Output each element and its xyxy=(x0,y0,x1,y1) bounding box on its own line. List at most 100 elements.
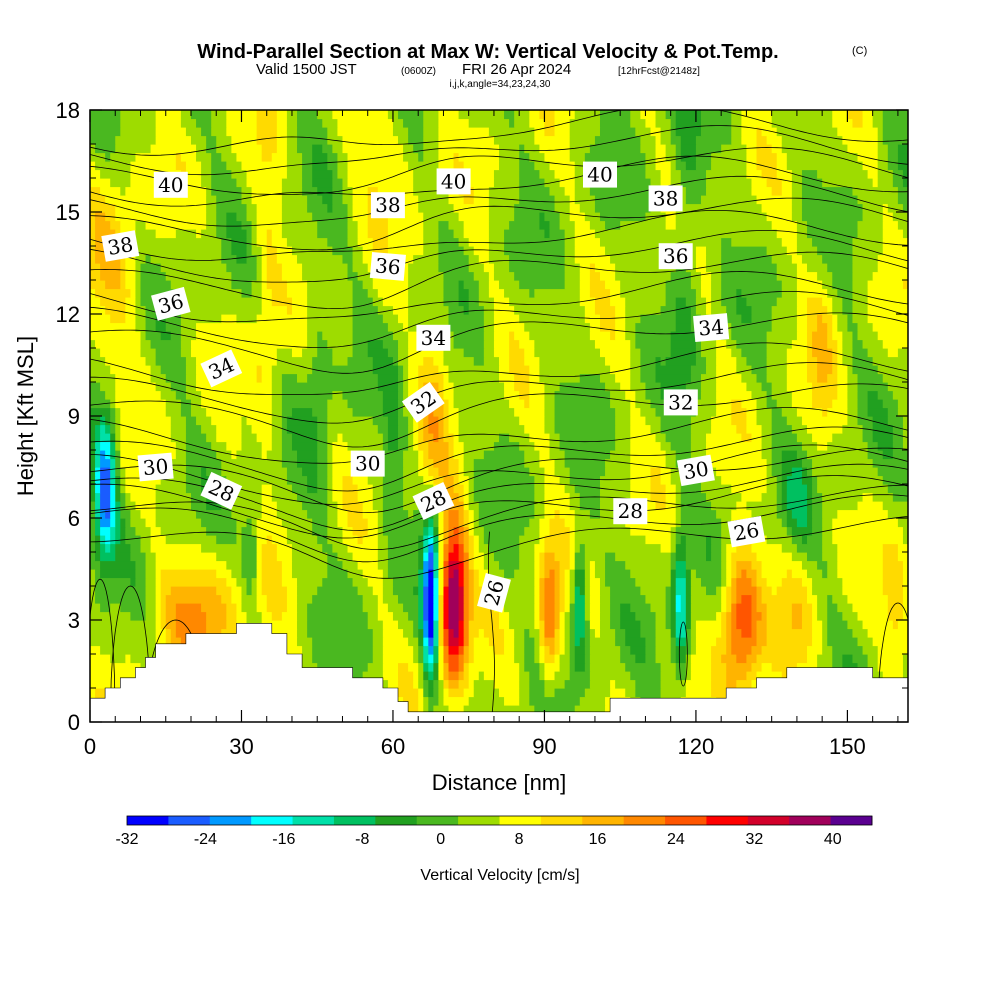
velocity-cell xyxy=(115,450,121,460)
velocity-cell xyxy=(418,467,429,477)
velocity-cell xyxy=(781,577,803,587)
velocity-cell xyxy=(170,280,232,290)
velocity-cell xyxy=(110,458,116,468)
velocity-cell xyxy=(211,152,222,162)
velocity-cell xyxy=(423,594,429,604)
velocity-cell xyxy=(408,305,450,315)
velocity-cell xyxy=(241,594,258,604)
velocity-cell xyxy=(504,288,530,298)
velocity-cell xyxy=(165,322,182,332)
velocity-cell xyxy=(791,203,803,213)
velocity-cell xyxy=(488,229,505,239)
velocity-cell xyxy=(95,586,147,596)
velocity-cell xyxy=(706,305,712,315)
velocity-cell xyxy=(554,509,561,519)
velocity-cell xyxy=(882,552,899,562)
velocity-cell xyxy=(872,424,894,434)
velocity-cell xyxy=(887,509,908,519)
velocity-cell xyxy=(690,373,702,383)
velocity-cell xyxy=(115,552,131,562)
contour-label-text: 40 xyxy=(158,173,183,197)
velocity-cell xyxy=(483,331,495,341)
velocity-cell xyxy=(251,280,263,290)
velocity-cell xyxy=(620,382,631,392)
velocity-cell xyxy=(327,450,333,460)
velocity-cell xyxy=(534,620,540,630)
velocity-cell xyxy=(155,322,167,332)
velocity-cell xyxy=(559,637,566,647)
velocity-cell xyxy=(726,577,732,587)
velocity-cell xyxy=(418,365,440,375)
velocity-cell xyxy=(630,450,667,460)
velocity-cell xyxy=(246,178,283,188)
velocity-cell xyxy=(387,552,419,562)
velocity-cell xyxy=(135,280,142,290)
velocity-cell xyxy=(408,280,445,290)
velocity-cell xyxy=(438,220,450,230)
velocity-cell xyxy=(155,492,192,502)
velocity-cell xyxy=(665,433,692,443)
velocity-cell xyxy=(120,220,137,230)
velocity-cell xyxy=(433,526,440,536)
velocity-cell xyxy=(226,620,238,630)
velocity-cell xyxy=(670,339,697,349)
velocity-cell xyxy=(675,645,687,655)
velocity-cell xyxy=(589,679,611,689)
velocity-cell xyxy=(201,178,212,188)
velocity-cell xyxy=(832,314,838,324)
velocity-cell xyxy=(822,628,828,638)
velocity-cell xyxy=(438,229,455,239)
velocity-cell xyxy=(862,620,894,630)
velocity-cell xyxy=(706,535,712,545)
velocity-cell xyxy=(706,263,722,273)
velocity-cell xyxy=(95,161,131,171)
velocity-cell xyxy=(190,501,207,511)
velocity-cell xyxy=(352,322,389,332)
velocity-cell xyxy=(746,654,758,664)
velocity-cell xyxy=(438,424,445,434)
velocity-cell xyxy=(448,594,460,604)
velocity-cell xyxy=(650,399,667,409)
velocity-cell xyxy=(90,543,96,553)
velocity-cell xyxy=(549,220,561,230)
velocity-cell xyxy=(332,348,354,358)
velocity-cell xyxy=(711,645,727,655)
velocity-cell xyxy=(786,569,793,579)
velocity-cell xyxy=(539,611,546,621)
velocity-cell xyxy=(175,628,207,638)
velocity-cell xyxy=(423,416,429,426)
velocity-cell xyxy=(594,339,631,349)
colorbar: -32 -24 -16 -8 0 8 16 24 32 40 xyxy=(115,815,873,848)
velocity-cell xyxy=(468,560,475,570)
velocity-cell xyxy=(731,509,753,519)
velocity-cell xyxy=(882,203,889,213)
contour-label: 40 xyxy=(583,161,617,188)
velocity-cell xyxy=(236,577,248,587)
velocity-cell xyxy=(115,373,152,383)
velocity-cell xyxy=(256,220,283,230)
velocity-cell xyxy=(196,322,308,332)
velocity-cell xyxy=(418,535,424,545)
velocity-cell xyxy=(130,288,137,298)
velocity-cell xyxy=(534,603,540,613)
velocity-cell xyxy=(589,662,626,672)
velocity-cell xyxy=(175,603,202,613)
velocity-cell xyxy=(261,280,268,290)
velocity-cell xyxy=(872,492,894,502)
velocity-cell xyxy=(246,229,253,239)
velocity-cell xyxy=(574,654,586,664)
velocity-cell xyxy=(125,501,137,511)
velocity-cell xyxy=(711,424,737,434)
velocity-cell xyxy=(120,501,126,511)
velocity-cell xyxy=(766,628,813,638)
velocity-cell xyxy=(382,594,399,604)
velocity-cell xyxy=(246,254,258,264)
contour-label: 34 xyxy=(693,313,730,343)
velocity-cell xyxy=(685,628,692,638)
velocity-cell xyxy=(322,118,339,128)
velocity-cell xyxy=(781,475,788,485)
velocity-cell xyxy=(261,254,268,264)
velocity-cell xyxy=(519,152,530,162)
velocity-cell xyxy=(261,611,273,621)
velocity-cell xyxy=(382,441,389,451)
